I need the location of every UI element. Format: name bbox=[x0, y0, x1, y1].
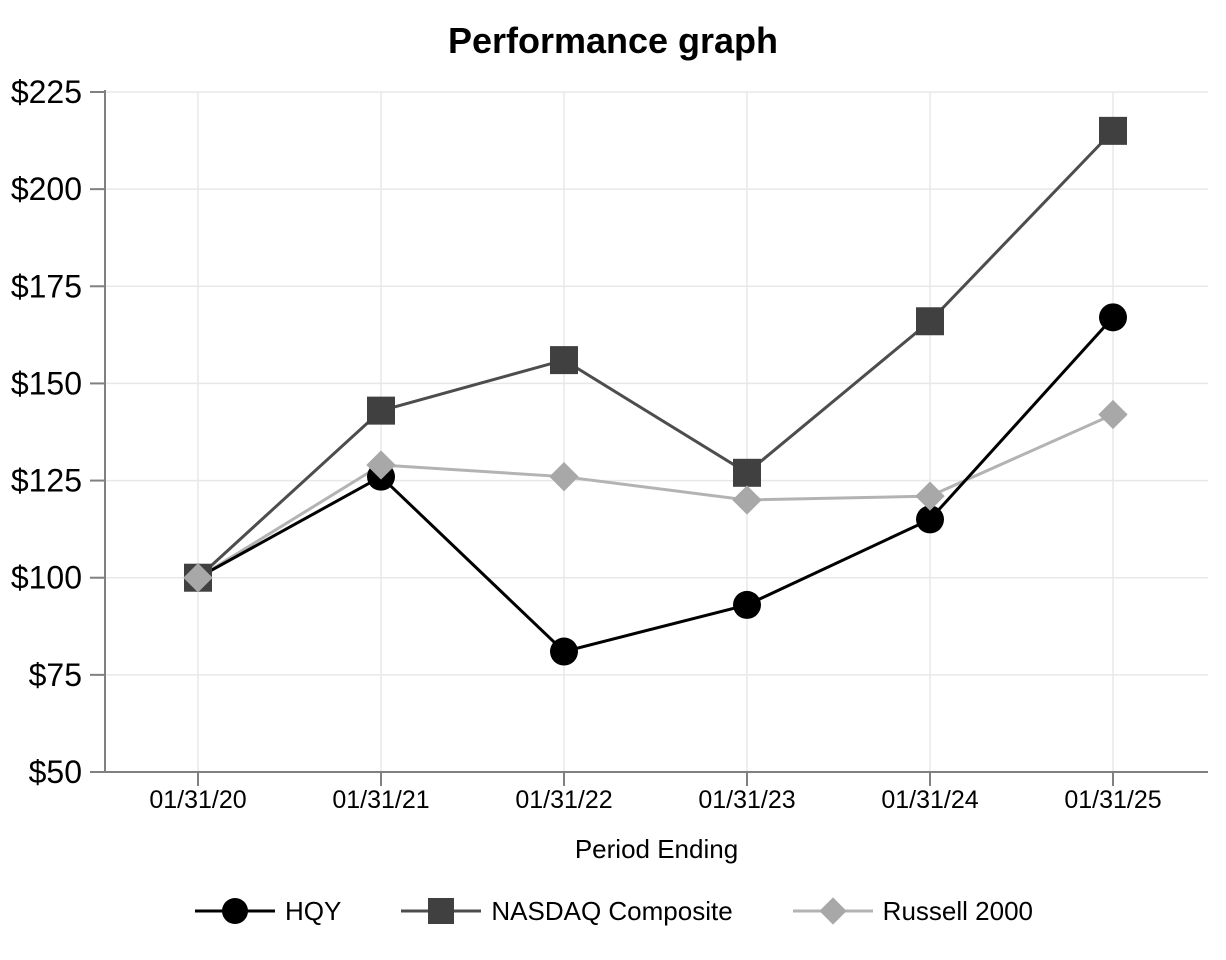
legend-item-nasdaq-composite: NASDAQ Composite bbox=[399, 893, 733, 929]
legend-label-nasdaq-composite: NASDAQ Composite bbox=[491, 895, 733, 926]
data-point-nasdaq-composite-01-31-25 bbox=[1099, 116, 1127, 145]
series-line-nasdaq-composite bbox=[196, 129, 1115, 579]
data-point-russell-2000-01-31-20 bbox=[183, 563, 213, 593]
data-point-nasdaq-composite-01-31-23 bbox=[733, 458, 761, 487]
chart-title: Performance graph bbox=[447, 20, 779, 61]
square-marker-icon bbox=[401, 898, 482, 924]
y-tick-label: $200 bbox=[11, 171, 82, 207]
legend-label-hqy: HQY bbox=[285, 895, 342, 926]
data-point-russell-2000-01-31-25 bbox=[1098, 399, 1128, 430]
legend-item-russell-2000: Russell 2000 bbox=[791, 893, 1033, 929]
x-tick-label: 01/31/20 bbox=[149, 786, 246, 814]
data-point-russell-2000-01-31-24 bbox=[915, 481, 945, 511]
y-tick-label: $225 bbox=[11, 74, 82, 110]
data-point-russell-2000-01-31-21 bbox=[366, 450, 396, 480]
chart-legend: HQY NASDAQ Composite Russell 2000 bbox=[0, 893, 1226, 929]
data-point-hqy-01-31-23 bbox=[733, 590, 761, 619]
data-point-hqy-01-31-22 bbox=[550, 637, 578, 666]
x-tick-label: 01/31/22 bbox=[515, 786, 612, 814]
data-point-russell-2000-01-31-23 bbox=[732, 485, 762, 515]
series-line-hqy bbox=[197, 316, 1115, 654]
legend-marker-hqy bbox=[222, 898, 249, 924]
data-point-nasdaq-composite-01-31-21 bbox=[367, 396, 395, 425]
data-point-hqy-01-31-24 bbox=[916, 505, 944, 534]
legend-marker-russell-2000 bbox=[819, 897, 847, 925]
data-point-russell-2000-01-31-22 bbox=[549, 462, 579, 492]
data-point-nasdaq-composite-01-31-22 bbox=[550, 346, 578, 375]
legend-marker-nasdaq-composite bbox=[428, 898, 455, 924]
legend-item-hqy: HQY bbox=[193, 893, 341, 929]
x-tick-label: 01/31/24 bbox=[881, 786, 978, 814]
y-tick-label: $175 bbox=[11, 268, 82, 304]
x-tick-label: 01/31/21 bbox=[332, 786, 429, 814]
y-tick-label: $50 bbox=[29, 754, 82, 790]
y-tick-label: $75 bbox=[29, 657, 82, 693]
x-axis-title: Period Ending bbox=[574, 834, 739, 864]
x-tick-label: 01/31/23 bbox=[698, 786, 795, 814]
series-line-russell-2000 bbox=[197, 413, 1114, 579]
diamond-marker-icon bbox=[792, 897, 873, 925]
legend-label-russell-2000: Russell 2000 bbox=[882, 895, 1033, 926]
circle-marker-icon bbox=[195, 898, 276, 924]
data-point-hqy-01-31-25 bbox=[1099, 303, 1127, 332]
y-tick-label: $125 bbox=[11, 463, 82, 499]
data-point-nasdaq-composite-01-31-24 bbox=[916, 307, 944, 336]
x-tick-label: 01/31/25 bbox=[1064, 786, 1161, 814]
y-tick-label: $100 bbox=[11, 560, 82, 596]
y-tick-label: $150 bbox=[11, 365, 82, 401]
